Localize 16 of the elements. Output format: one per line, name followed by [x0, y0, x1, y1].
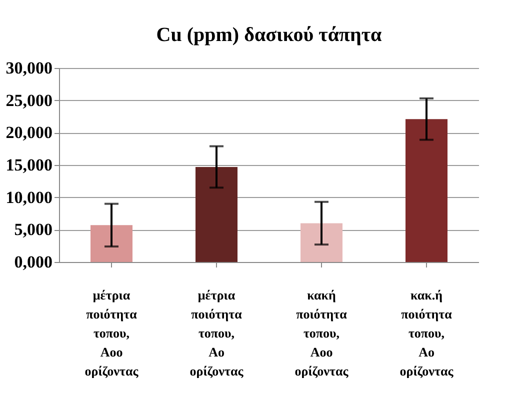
y-tick-label: 30,000	[6, 58, 52, 78]
bar	[90, 225, 132, 262]
x-tick-label: κακ.ή ποιότητα τοπου, Ao ορίζοντας	[400, 288, 454, 378]
x-tick-label: κακή ποιότητα τοπου, Aoo ορίζοντας	[294, 288, 349, 378]
bar	[406, 119, 448, 262]
bar	[300, 223, 342, 262]
y-tick-label: 25,000	[6, 90, 52, 110]
x-tick-label: μέτρια ποιότητα τοπου, Ao ορίζοντας	[190, 288, 244, 378]
y-tick-label: 20,000	[6, 123, 52, 142]
y-tick-label: 0,000	[14, 252, 52, 272]
y-tick-label: 10,000	[6, 188, 52, 207]
y-tick-label: 15,000	[6, 156, 52, 174]
chart-title: Cu (ppm) δασικού τάπητα	[156, 24, 382, 46]
x-tick-label: μέτρια ποιότητα τοπου, Aoo ορίζοντας	[84, 288, 139, 378]
y-tick-label: 5,000	[14, 220, 52, 240]
bar	[196, 166, 238, 262]
